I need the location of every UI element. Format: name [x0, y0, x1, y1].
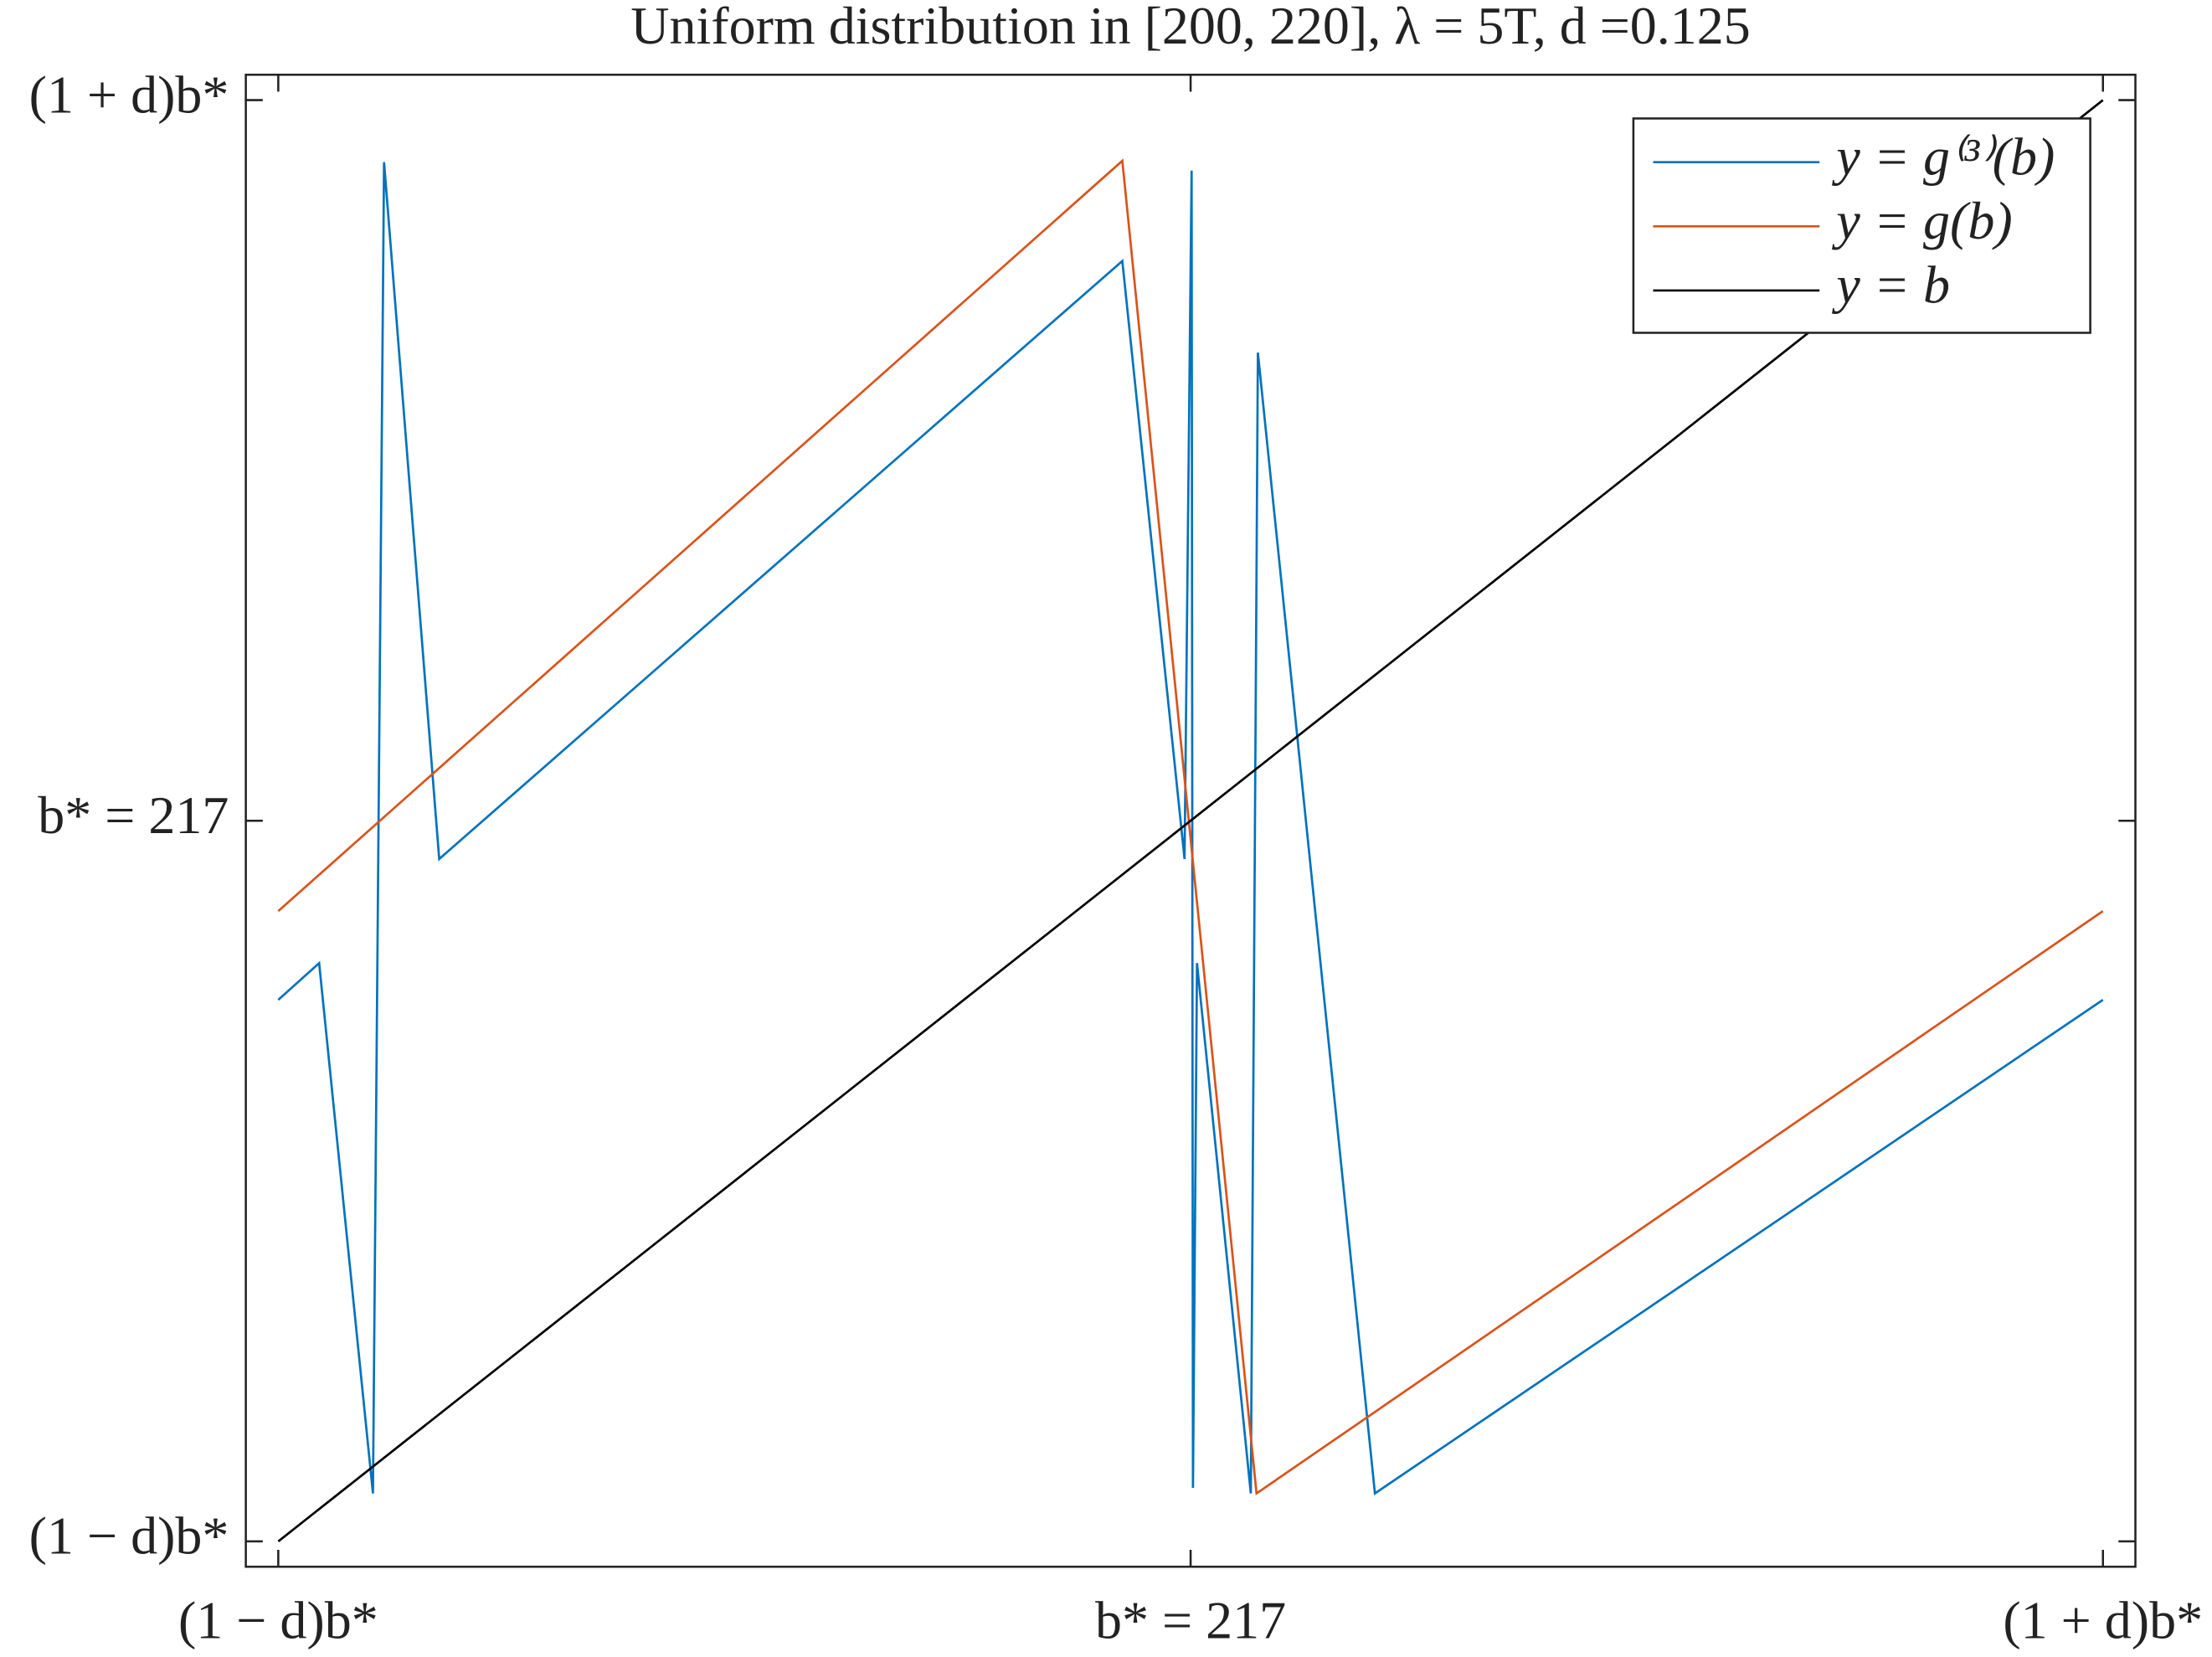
- legend-label: y = g⁽³⁾(b): [1831, 126, 2055, 186]
- y-tick-label: (1 + d)b*: [29, 64, 229, 124]
- series-line: [277, 99, 2104, 1542]
- series-line: [277, 162, 2104, 1496]
- series-line: [277, 158, 2104, 1496]
- chart-title: Uniform distribution in [200, 220], λ = …: [630, 0, 1751, 55]
- y-tick-label: (1 − d)b*: [29, 1506, 229, 1566]
- y-tick-label: b* = 217: [38, 785, 229, 845]
- x-tick-label: b* = 217: [1095, 1591, 1286, 1650]
- x-tick-label: (1 − d)b*: [178, 1591, 378, 1650]
- legend-label: y = b: [1831, 255, 1950, 315]
- legend-label: y = g(b): [1831, 191, 2012, 250]
- plot-frame: [244, 74, 2137, 1568]
- x-tick-label: (1 + d)b*: [2003, 1591, 2203, 1650]
